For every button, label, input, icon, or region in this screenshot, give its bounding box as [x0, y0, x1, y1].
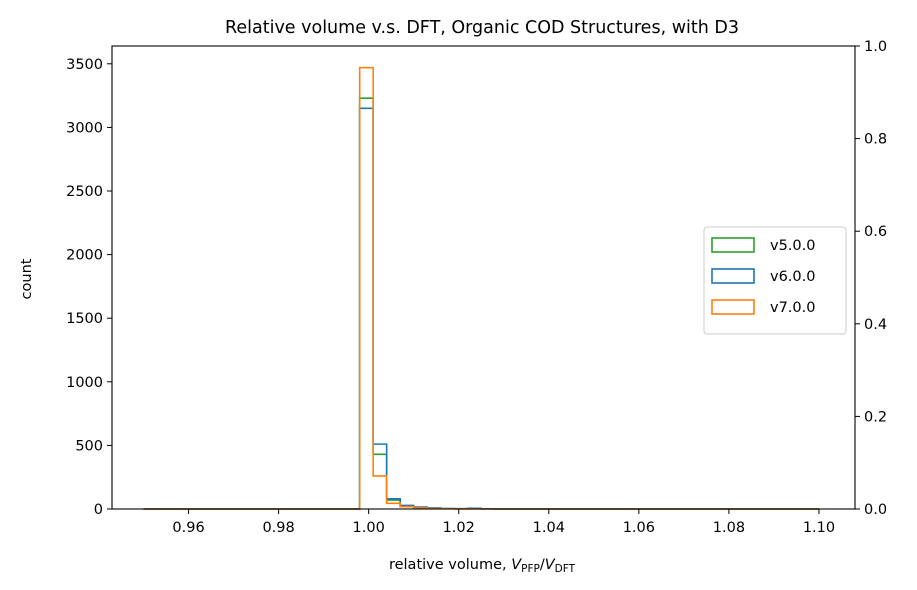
x-tick-label: 0.96	[172, 520, 204, 536]
x-tick-label: 1.08	[713, 520, 745, 536]
y-axis: 0 500 1000 1500 2000 2500 3000 3500	[66, 57, 112, 518]
y-tick-label: 1500	[66, 311, 103, 327]
chart-title: Relative volume v.s. DFT, Organic COD St…	[225, 18, 739, 38]
x-axis-label-slash: /	[540, 557, 545, 573]
y-tick-label: 2000	[66, 248, 103, 264]
legend-label: v7.0.0	[770, 300, 815, 316]
y-tick-label: 0	[94, 502, 103, 518]
y-axis-label: count	[19, 258, 35, 299]
x-axis: 0.96 0.98 1.00 1.02 1.04 1.06 1.08 1.10	[172, 509, 835, 536]
y2-tick-label: 0.0	[864, 502, 887, 518]
y-tick-label: 1000	[66, 375, 103, 391]
x-axis-label: relative volume, VPFP/VDFT	[389, 557, 576, 575]
y2-tick-label: 1.0	[864, 39, 887, 55]
x-axis-label-num-symbol: V	[511, 557, 522, 573]
x-axis-label-prefix: relative volume,	[389, 557, 511, 573]
axes-frame	[111, 45, 856, 510]
legend: v5.0.0 v6.0.0 v7.0.0	[703, 226, 847, 335]
x-axis-label-den-sub: DFT	[555, 563, 576, 575]
x-tick-label: 1.10	[803, 520, 835, 536]
y-tick-label: 500	[75, 438, 103, 454]
x-tick-label: 0.98	[262, 520, 294, 536]
legend-swatch	[711, 237, 755, 253]
x-tick-label: 1.04	[533, 520, 565, 536]
y-tick-label: 3000	[66, 120, 103, 136]
x-tick-label: 1.00	[353, 520, 385, 536]
y-tick-label: 2500	[66, 184, 103, 200]
y2-tick-label: 0.2	[864, 409, 887, 425]
legend-swatch	[711, 299, 755, 315]
y-tick-label: 3500	[66, 57, 103, 73]
x-tick-label: 1.06	[623, 520, 655, 536]
legend-box	[703, 226, 847, 335]
y2-axis: 0.0 0.2 0.4 0.6 0.8 1.0	[855, 39, 887, 518]
legend-swatch	[711, 268, 755, 284]
x-axis-label-den-symbol: V	[545, 557, 556, 573]
legend-label: v5.0.0	[770, 238, 815, 254]
y2-tick-label: 0.8	[864, 132, 887, 148]
legend-label: v6.0.0	[770, 269, 815, 285]
x-tick-label: 1.02	[443, 520, 475, 536]
x-axis-label-num-sub: PFP	[521, 563, 540, 575]
y2-tick-label: 0.6	[864, 224, 887, 240]
y2-tick-label: 0.4	[864, 317, 887, 333]
